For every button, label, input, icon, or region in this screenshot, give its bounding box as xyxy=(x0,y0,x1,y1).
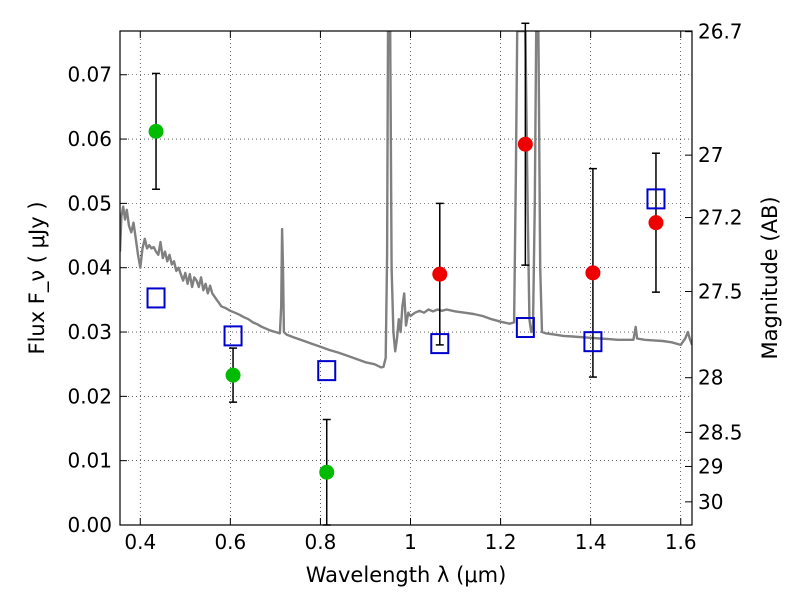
model-point xyxy=(646,188,666,210)
x-tick-label: 1 xyxy=(404,530,417,554)
data-point xyxy=(648,215,664,231)
spectrum-line xyxy=(120,31,692,369)
model-point xyxy=(583,331,603,353)
right-tick-label: 28.5 xyxy=(698,420,743,444)
data-point xyxy=(432,266,448,282)
y-tick-label: 0.05 xyxy=(67,191,112,215)
y-tick-label: 0.07 xyxy=(67,63,112,87)
data-point xyxy=(517,136,533,152)
right-tick-label: 27.5 xyxy=(698,280,743,304)
plot-frame xyxy=(119,30,693,526)
y-tick-label: 0.01 xyxy=(67,449,112,473)
model-point xyxy=(515,317,535,339)
x-tick-label: 1.2 xyxy=(485,530,517,554)
model-point xyxy=(430,333,450,355)
y-tick-label: 0.03 xyxy=(67,320,112,344)
right-tick-label: 29 xyxy=(698,454,723,478)
gridlines xyxy=(120,31,692,526)
model-spectrum xyxy=(120,31,692,369)
y-tick-label: 0.00 xyxy=(67,513,112,537)
model-point xyxy=(146,287,166,309)
x-axis: 0.4 0.6 0.8 1 1.2 1.4 1.6 xyxy=(124,31,697,554)
y-tick-label: 0.06 xyxy=(67,127,112,151)
right-magnitude-axis: 26.7 27 27.2 27.5 28 28.5 29 30 xyxy=(685,20,743,514)
y-tick-label: 0.04 xyxy=(67,256,112,280)
y-axis: 0.00 0.01 0.02 0.03 0.04 0.05 0.06 0.07 xyxy=(67,63,127,537)
data-point xyxy=(319,464,335,480)
data-point xyxy=(225,367,241,383)
data-point xyxy=(148,123,164,139)
x-tick-label: 1.6 xyxy=(665,530,697,554)
x-tick-label: 0.4 xyxy=(124,530,156,554)
y-axis-label: Flux F_ν ( μJy ) xyxy=(25,201,50,354)
right-axis-label: Magnitude (AB) xyxy=(758,196,782,359)
right-tick-label: 28 xyxy=(698,366,723,390)
right-tick-label: 27.2 xyxy=(698,206,743,230)
data-markers xyxy=(146,123,666,480)
x-tick-label: 0.8 xyxy=(305,530,337,554)
x-axis-label: Wavelength λ (μm) xyxy=(306,563,507,587)
data-point xyxy=(585,265,601,281)
y-tick-label: 0.02 xyxy=(67,384,112,408)
error-bars xyxy=(152,22,660,526)
model-point xyxy=(223,325,243,347)
right-tick-label: 26.7 xyxy=(698,20,743,44)
model-point xyxy=(317,360,337,382)
right-tick-label: 30 xyxy=(698,490,723,514)
right-tick-label: 27 xyxy=(698,143,723,167)
x-tick-label: 0.6 xyxy=(214,530,246,554)
x-tick-label: 1.4 xyxy=(575,530,607,554)
